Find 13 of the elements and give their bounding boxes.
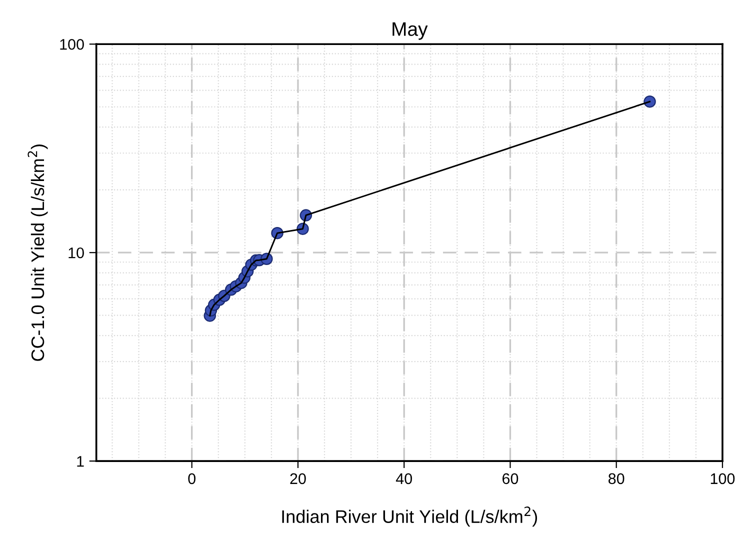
y-tick-label: 10 <box>68 247 84 258</box>
x-tick-label: 40 <box>396 473 412 484</box>
chart-title: May <box>392 22 428 40</box>
x-axis-title: Indian River Unit Yield (L/s/km$^{2}$) <box>282 506 538 527</box>
y-axis-title: CC-1.0 Unit Yield (L/s/km$^{2}$) <box>28 144 48 361</box>
x-tick-label: 100 <box>710 473 735 484</box>
x-tick-label: 60 <box>502 473 518 484</box>
y-tick-label: 1 <box>77 456 84 467</box>
point <box>644 95 656 108</box>
y-tick-label: 100 <box>60 38 84 50</box>
x-tick-label: 20 <box>290 473 306 484</box>
x-tick-label: 80 <box>608 473 624 484</box>
x-tick-label: 0 <box>188 473 196 484</box>
